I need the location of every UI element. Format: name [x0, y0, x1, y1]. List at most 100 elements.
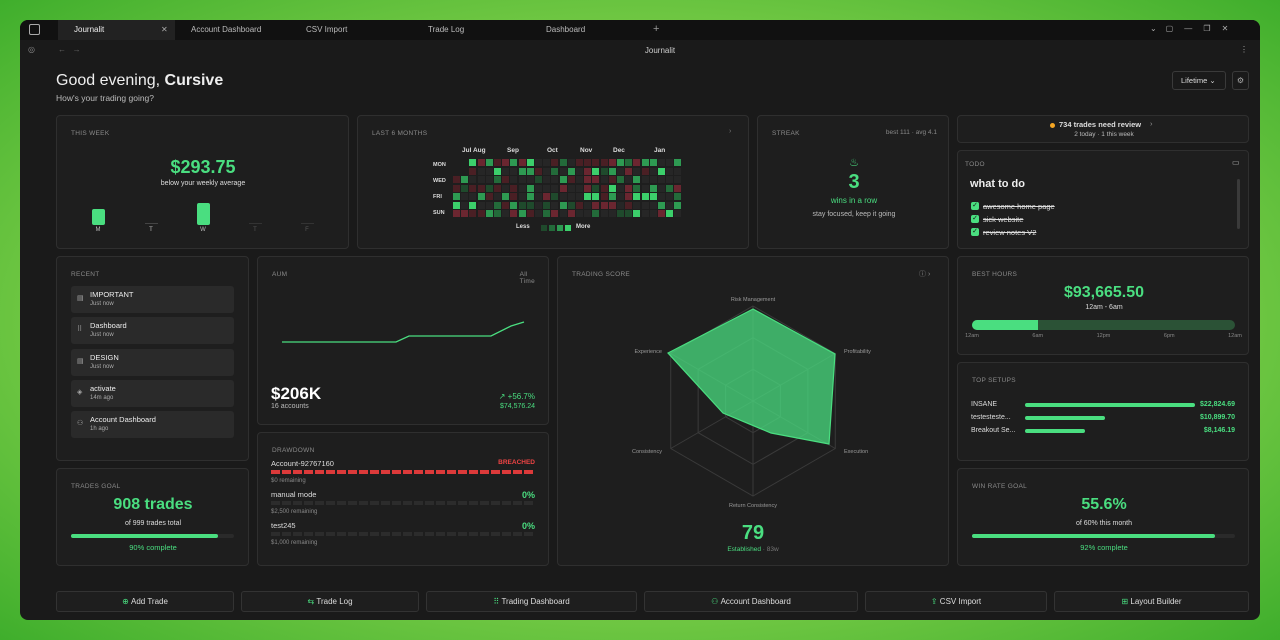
heat-cell	[674, 193, 682, 200]
expand[interactable]: ›	[729, 128, 732, 135]
heat-cell	[543, 201, 551, 209]
range-select[interactable]: Lifetime ⌄	[1172, 71, 1226, 90]
drawdown-segment	[359, 470, 368, 474]
action-button[interactable]: ⚇ Account Dashboard	[644, 591, 858, 612]
action-button[interactable]: ⇪ CSV Import	[865, 591, 1047, 612]
window-controls[interactable]: ⌄ ▢ — ❐ ✕	[1150, 24, 1229, 33]
goal-sub: of 60% this month	[1075, 520, 1133, 527]
tab[interactable]: CSV Import	[306, 25, 348, 34]
weeks: · 83w	[762, 546, 779, 553]
heat-cell	[674, 167, 682, 175]
settings[interactable]: ⚙	[1232, 71, 1249, 90]
sidebar-toggle[interactable]	[29, 24, 40, 35]
heat-cell	[584, 176, 592, 183]
sidebar-icon[interactable]: ◎	[28, 45, 35, 54]
scrollbar[interactable]	[1237, 179, 1240, 229]
heat-cell	[592, 193, 600, 200]
action-button[interactable]: ⊞ Layout Builder	[1054, 591, 1249, 612]
nav-arrows[interactable]: ← →	[58, 45, 81, 54]
window-title: Journalit	[644, 46, 676, 55]
card-label: LAST 6 MONTHS	[372, 130, 428, 137]
todo-check[interactable]: ✓	[971, 215, 979, 223]
heat-cell	[592, 167, 600, 175]
todo-check[interactable]: ✓	[971, 228, 979, 236]
goal-progress: 92% complete	[1080, 543, 1128, 552]
heat-cell	[453, 184, 460, 192]
chevron: ›	[1150, 119, 1153, 128]
legend-less: Less	[516, 224, 530, 230]
heat-cell	[592, 201, 600, 209]
recent-item[interactable]: ◈ activate 14m ago	[71, 379, 234, 407]
heat-cell	[502, 210, 510, 217]
setup-pnl: $8,146.19	[1203, 427, 1235, 434]
drawdown-segment	[271, 470, 280, 474]
drawdown-segment	[359, 532, 368, 536]
drawdown-segment	[447, 470, 456, 474]
recent-item[interactable]: ▤ DESIGN Just now	[71, 348, 234, 376]
heat-cell	[535, 201, 542, 209]
heat-cell	[551, 201, 559, 209]
radar-axis-label: Profitability	[844, 349, 871, 355]
card-label: TRADING SCORE	[572, 271, 631, 278]
tab-close[interactable]: ✕	[161, 25, 168, 34]
tab[interactable]: Account Dashboard	[191, 25, 262, 34]
drawdown-segment	[458, 501, 467, 505]
aum-change-value: +56.7%	[507, 392, 535, 401]
folder-icon[interactable]: ▭	[1232, 158, 1240, 167]
heat-cell	[559, 193, 567, 200]
streak-caption: wins in a row	[830, 196, 878, 205]
action-button[interactable]: ⊕ Add Trade	[56, 591, 234, 612]
heat-cell	[559, 184, 567, 192]
greeting-prefix: Good evening,	[56, 72, 161, 89]
heat-cell	[584, 201, 592, 209]
subtitle: How's your trading going?	[56, 93, 155, 103]
heat-cell	[641, 193, 649, 200]
hour-tick: 6pm	[1163, 333, 1175, 339]
aum-range[interactable]: All Time	[519, 271, 536, 285]
todo-item: awesome home page	[983, 202, 1055, 211]
tab[interactable]: Trade Log	[428, 25, 465, 34]
drawdown-segment	[304, 470, 313, 474]
heat-cell	[518, 193, 526, 200]
heat-cell	[494, 201, 501, 209]
heat-cell	[625, 176, 633, 183]
score: 79	[741, 522, 765, 544]
recent-icon: ▤	[77, 295, 84, 302]
recent-time: 14m ago	[90, 394, 114, 401]
recent-item[interactable]: ⠿ Dashboard Just now	[71, 317, 234, 345]
new-tab[interactable]: +	[653, 23, 660, 35]
account-name: Account-92767160	[271, 459, 334, 468]
trades-goal-card: TRADES GOAL 908 trades of 999 trades tot…	[56, 468, 249, 566]
account-name: manual mode	[271, 490, 317, 499]
todo-check[interactable]: ✓	[971, 202, 979, 210]
heat-cell	[674, 159, 682, 166]
setup-bar	[1025, 416, 1105, 420]
review-card[interactable]: 734 trades need review › 2 today · 1 thi…	[957, 115, 1249, 143]
heat-cell	[608, 201, 616, 209]
drawdown-segment	[436, 532, 445, 536]
info-icons[interactable]: ⓘ ›	[919, 271, 931, 278]
recent-time: Just now	[90, 332, 114, 339]
action-button[interactable]: ⠿ Trading Dashboard	[426, 591, 637, 612]
heat-cell	[559, 201, 567, 209]
tab[interactable]: Journalit	[58, 20, 175, 40]
heat-cell	[633, 184, 641, 192]
recent-icon: ◈	[77, 388, 83, 396]
heat-cell	[502, 159, 510, 166]
heat-cell	[510, 167, 518, 175]
streak-note: stay focused, keep it going	[812, 211, 896, 218]
heat-cell	[510, 184, 518, 192]
drawdown-segment	[436, 470, 445, 474]
drawdown-segment	[381, 470, 390, 474]
radar-axis-label: Return Consistency	[729, 503, 777, 509]
tab[interactable]: Dashboard	[546, 25, 586, 34]
recent-item[interactable]: ▤ IMPORTANT Just now	[71, 286, 234, 313]
recent-item[interactable]: ⚇ Account Dashboard 1h ago	[71, 411, 234, 439]
hour-tick: 12pm	[1096, 333, 1111, 339]
menu[interactable]: ⋮	[1240, 45, 1248, 54]
drawdown-segment	[414, 532, 423, 536]
hour-tick: 6am	[1032, 333, 1044, 339]
heat-cell	[625, 159, 633, 166]
action-button[interactable]: ⇆ Trade Log	[241, 591, 419, 612]
account-remaining: $0 remaining	[271, 478, 306, 484]
